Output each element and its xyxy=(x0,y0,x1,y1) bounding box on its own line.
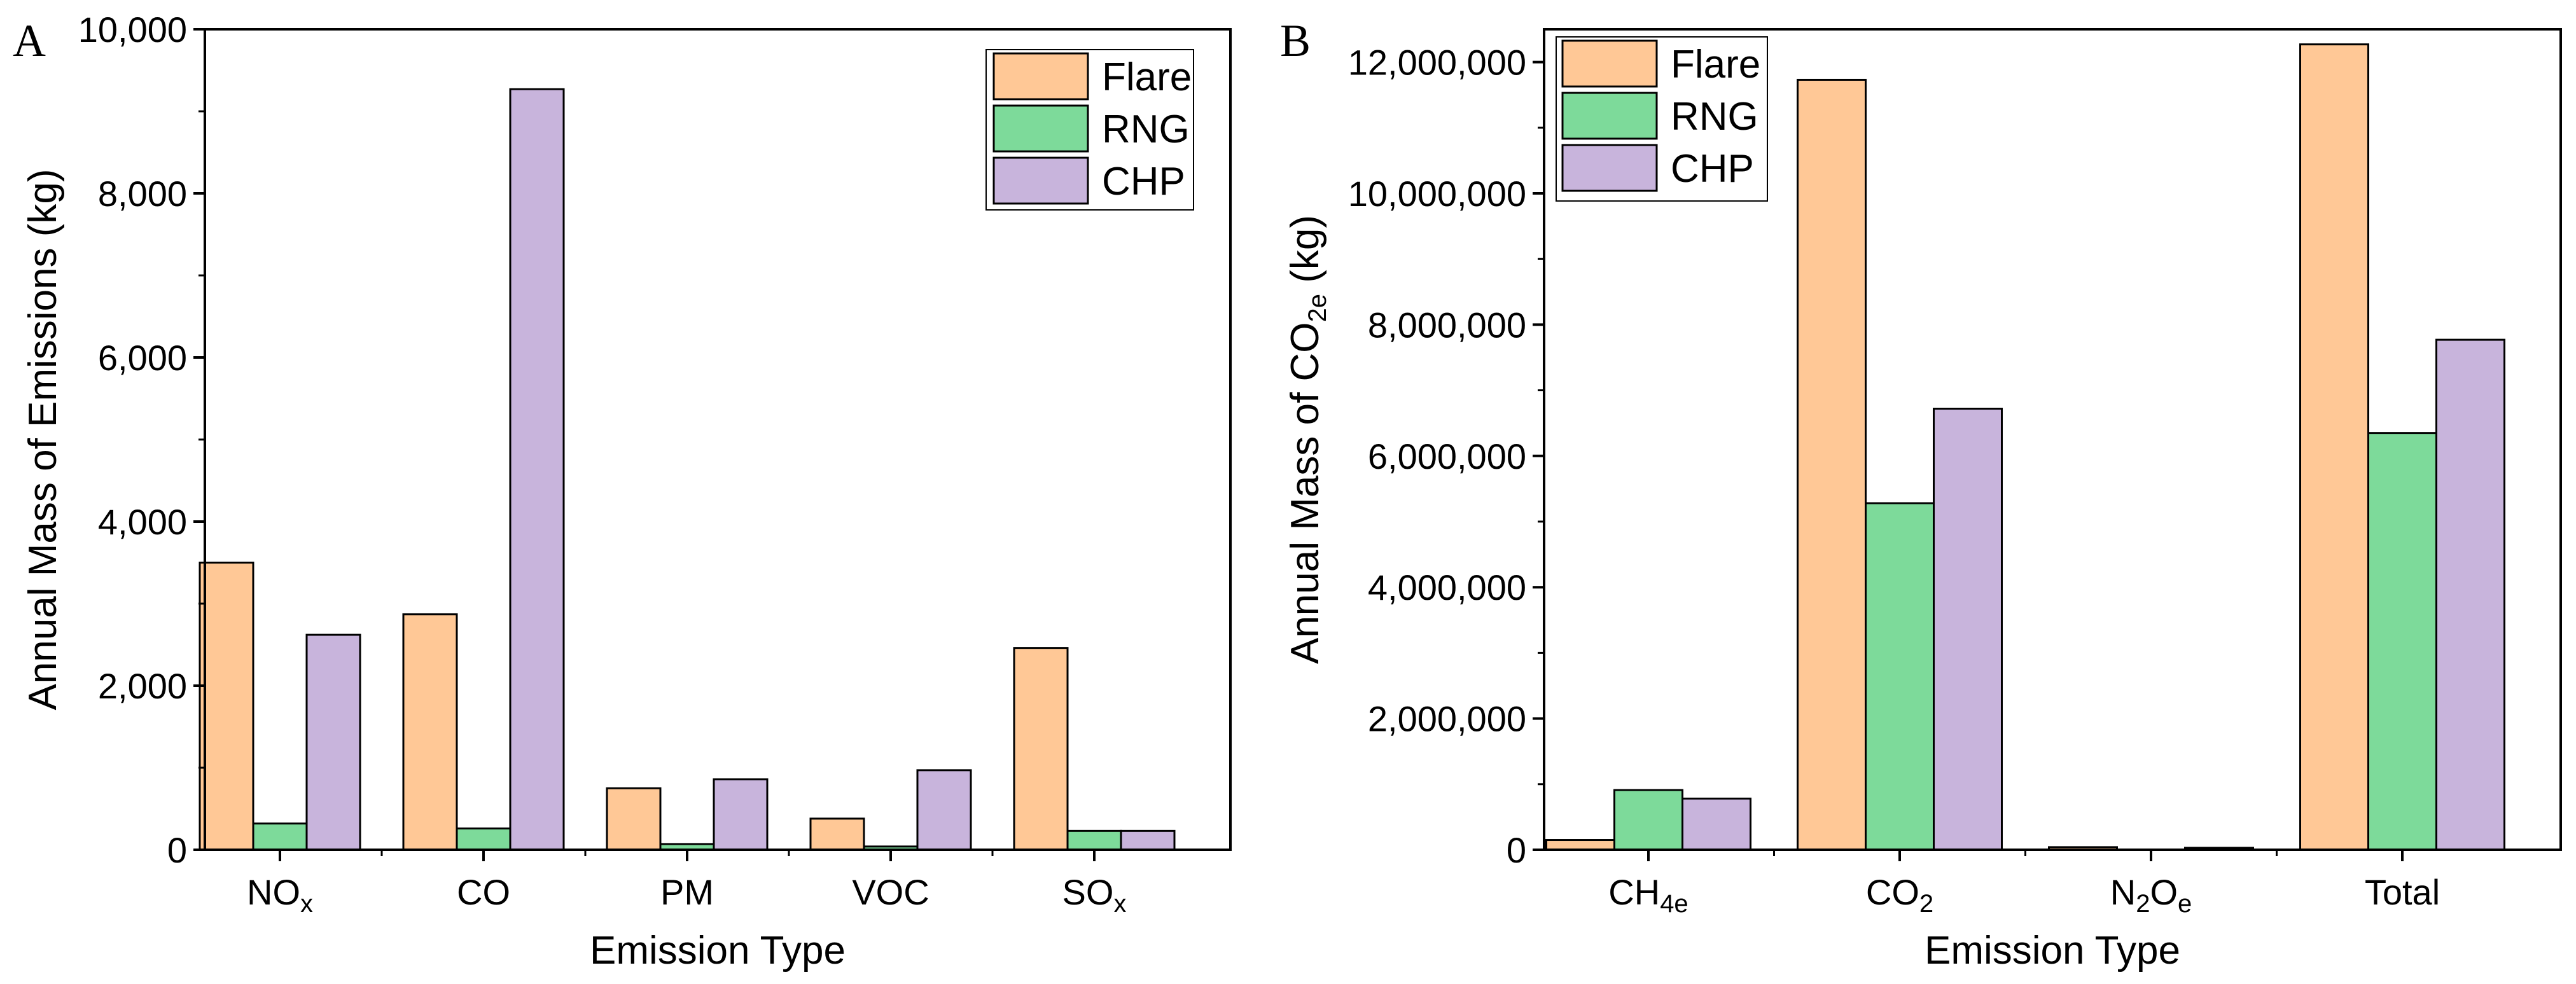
panel-a-x-tick-label: PM xyxy=(660,872,714,912)
panel-a-legend-label-chp: CHP xyxy=(1102,160,1185,204)
panel-b-x-tick-label-part: 2 xyxy=(1919,890,1933,918)
panel-b-x-tick-label-part: CH xyxy=(1608,872,1660,912)
panel-a-y-axis: 0 2,000 4,000 6,000 8,000 10,000 xyxy=(78,10,205,870)
panel-b-y-tick-label: 10,000,000 xyxy=(1348,174,1526,214)
panel-b-x-tick-label: Total xyxy=(2365,872,2440,912)
panel-a-legend-label-rng: RNG xyxy=(1102,107,1190,151)
panel-b: B 0 2,000,000 4,000,000 6,000,000 8,000,000 1… xyxy=(1280,15,2562,973)
panel-b-x-tick-label: CO2 xyxy=(1866,872,1933,918)
panel-b-plot-frame xyxy=(1543,28,2562,851)
panel-a-y-axis-title: Annual Mass of Emissions (kg) xyxy=(21,169,65,710)
panel-b-y-axis-title-sub: 2e xyxy=(1304,294,1332,322)
panel-b-y-tick-label: 8,000,000 xyxy=(1368,305,1526,345)
panel-a-x-axis: NOx CO PM VOC SOx xyxy=(247,850,1126,918)
panel-b-legend: Flare RNG CHP xyxy=(1556,36,1768,202)
panel-b-bar-chp-1 xyxy=(1933,407,2003,851)
panel-a-bar-chp-2 xyxy=(713,778,769,851)
panel-b-bar-flare-3 xyxy=(2299,43,2369,851)
panel-a-bar-flare-4 xyxy=(1013,647,1069,851)
panel-a-legend-swatch-rng xyxy=(992,104,1089,153)
panel-b-bar-rng-0 xyxy=(1613,789,1683,851)
panel-b-x-tick-label-part: e xyxy=(2178,890,2192,918)
panel-a-bar-flare-0 xyxy=(198,562,254,851)
panel-a-legend-swatch-flare xyxy=(992,52,1089,100)
panel-a-legend: Flare RNG CHP xyxy=(985,49,1194,211)
panel-b-legend-label-rng: RNG xyxy=(1671,95,1758,139)
panel-b-legend-swatch-flare xyxy=(1561,39,1658,88)
panel-b-x-tick-label: N2Oe xyxy=(2110,872,2192,918)
panel-a-bar-rng-0 xyxy=(252,822,308,851)
panel-a-legend-label-flare: Flare xyxy=(1102,55,1192,99)
panel-a-x-tick-label: VOC xyxy=(852,872,929,912)
panel-a-x-tick-label-base: CO xyxy=(457,872,510,912)
panel-a-x-tick-label-sub: x xyxy=(300,890,313,918)
panel-b-label: B xyxy=(1280,15,1311,66)
panel-a-y-tick-label: 6,000 xyxy=(98,338,187,378)
panel-b-y-axis-title-prefix: Annual Mass of CO xyxy=(1283,322,1327,664)
panel-b-y-axis-title: Annual Mass of CO2e (kg) xyxy=(1283,215,1332,664)
panel-b-x-tick-label-part: Total xyxy=(2365,872,2440,912)
panel-a-y-tick-label: 8,000 xyxy=(98,174,187,214)
panel-b-x-axis-title: Emission Type xyxy=(1925,929,2180,973)
panel-a-y-tick-label: 4,000 xyxy=(98,502,187,542)
panel-a-x-tick-label-sub: x xyxy=(1113,890,1126,918)
panel-b-x-axis: CH4e CO2 N2Oe Total xyxy=(1608,850,2440,918)
panel-b-bar-flare-0 xyxy=(1545,839,1615,851)
panel-a-bar-flare-3 xyxy=(809,817,865,851)
panel-b-bar-chp-3 xyxy=(2435,338,2505,851)
panel-b-y-tick-label: 4,000,000 xyxy=(1368,567,1526,607)
panel-b-bar-rng-1 xyxy=(1865,502,1935,851)
panel-a-x-tick-label-base: VOC xyxy=(852,872,929,912)
panel-a-bar-chp-1 xyxy=(509,88,565,851)
panel-b-legend-swatch-chp xyxy=(1561,144,1658,192)
panel-a-y-tick-label: 2,000 xyxy=(98,666,187,706)
panel-b-y-tick-label: 6,000,000 xyxy=(1368,436,1526,476)
panel-b-x-tick-label-part: O xyxy=(2150,872,2178,912)
panel-b-x-tick-label-part: 2 xyxy=(2136,890,2150,918)
panel-b-y-tick-label: 12,000,000 xyxy=(1348,43,1526,83)
panel-b-x-tick-label-part: N xyxy=(2110,872,2136,912)
panel-b-bar-rng-3 xyxy=(2367,432,2437,851)
panel-b-legend-label-chp: CHP xyxy=(1671,147,1754,191)
panel-a-bar-rng-1 xyxy=(456,827,512,851)
panel-b-x-tick-label-part: 4e xyxy=(1660,890,1688,918)
panel-a-x-tick-label-base: SO xyxy=(1062,872,1114,912)
panel-a-x-tick-label: SOx xyxy=(1062,872,1127,918)
panel-a-bar-chp-4 xyxy=(1120,829,1176,851)
panel-b-bars xyxy=(1545,43,2505,851)
panel-a-y-tick-label: 10,000 xyxy=(78,10,187,50)
panel-b-x-tick-label: CH4e xyxy=(1608,872,1688,918)
panel-a-legend-swatch-chp xyxy=(992,156,1089,205)
panel-a-x-axis-title: Emission Type xyxy=(590,929,846,973)
panel-b-y-tick-label: 2,000,000 xyxy=(1368,699,1526,739)
panel-a-bar-flare-1 xyxy=(402,613,458,851)
panel-a-bar-flare-2 xyxy=(606,787,662,851)
panel-a-x-tick-label-base: NO xyxy=(247,872,300,912)
panel-b-bar-chp-0 xyxy=(1681,798,1751,851)
panel-a-label: A xyxy=(13,15,46,66)
panel-a-bars xyxy=(198,88,1176,851)
panel-b-y-axis: 0 2,000,000 4,000,000 6,000,000 8,000,000 10,… xyxy=(1348,43,1544,870)
panel-a-bar-chp-0 xyxy=(305,634,361,851)
panel-b-x-tick-label-part: CO xyxy=(1866,872,1919,912)
panel-b-legend-swatch-rng xyxy=(1561,92,1658,140)
panel-b-y-axis-title-suffix: (kg) xyxy=(1283,215,1327,294)
panel-a-bar-chp-3 xyxy=(916,769,972,851)
panel-a-x-tick-label: NOx xyxy=(247,872,313,918)
panel-a-x-tick-label: CO xyxy=(457,872,510,912)
panel-b-bar-flare-1 xyxy=(1797,78,1867,851)
panel-b-y-tick-label: 0 xyxy=(1507,830,1526,870)
panel-b-legend-label-flare: Flare xyxy=(1671,43,1760,87)
panel-a-x-tick-label-base: PM xyxy=(660,872,714,912)
panel-a-bar-rng-4 xyxy=(1066,829,1122,851)
panel-a-y-tick-label: 0 xyxy=(167,830,187,870)
